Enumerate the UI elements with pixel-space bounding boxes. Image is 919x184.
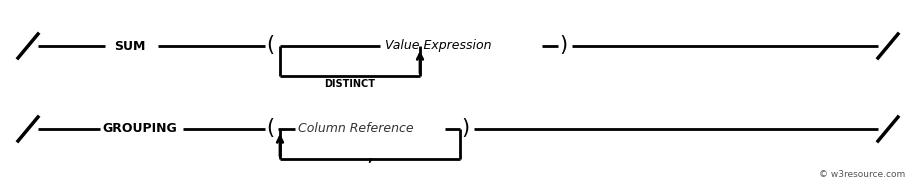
Text: DISTINCT: DISTINCT (324, 79, 375, 89)
Text: Value Expression: Value Expression (384, 38, 491, 52)
Text: (: ( (266, 118, 274, 138)
Text: © w3resource.com: © w3resource.com (818, 170, 904, 179)
Text: ): ) (460, 118, 469, 138)
Text: SUM: SUM (114, 40, 145, 52)
Text: ): ) (559, 35, 566, 55)
Text: (: ( (266, 35, 274, 55)
Text: ,: , (367, 150, 372, 164)
Text: GROUPING: GROUPING (103, 123, 177, 135)
Text: Column Reference: Column Reference (298, 121, 414, 135)
